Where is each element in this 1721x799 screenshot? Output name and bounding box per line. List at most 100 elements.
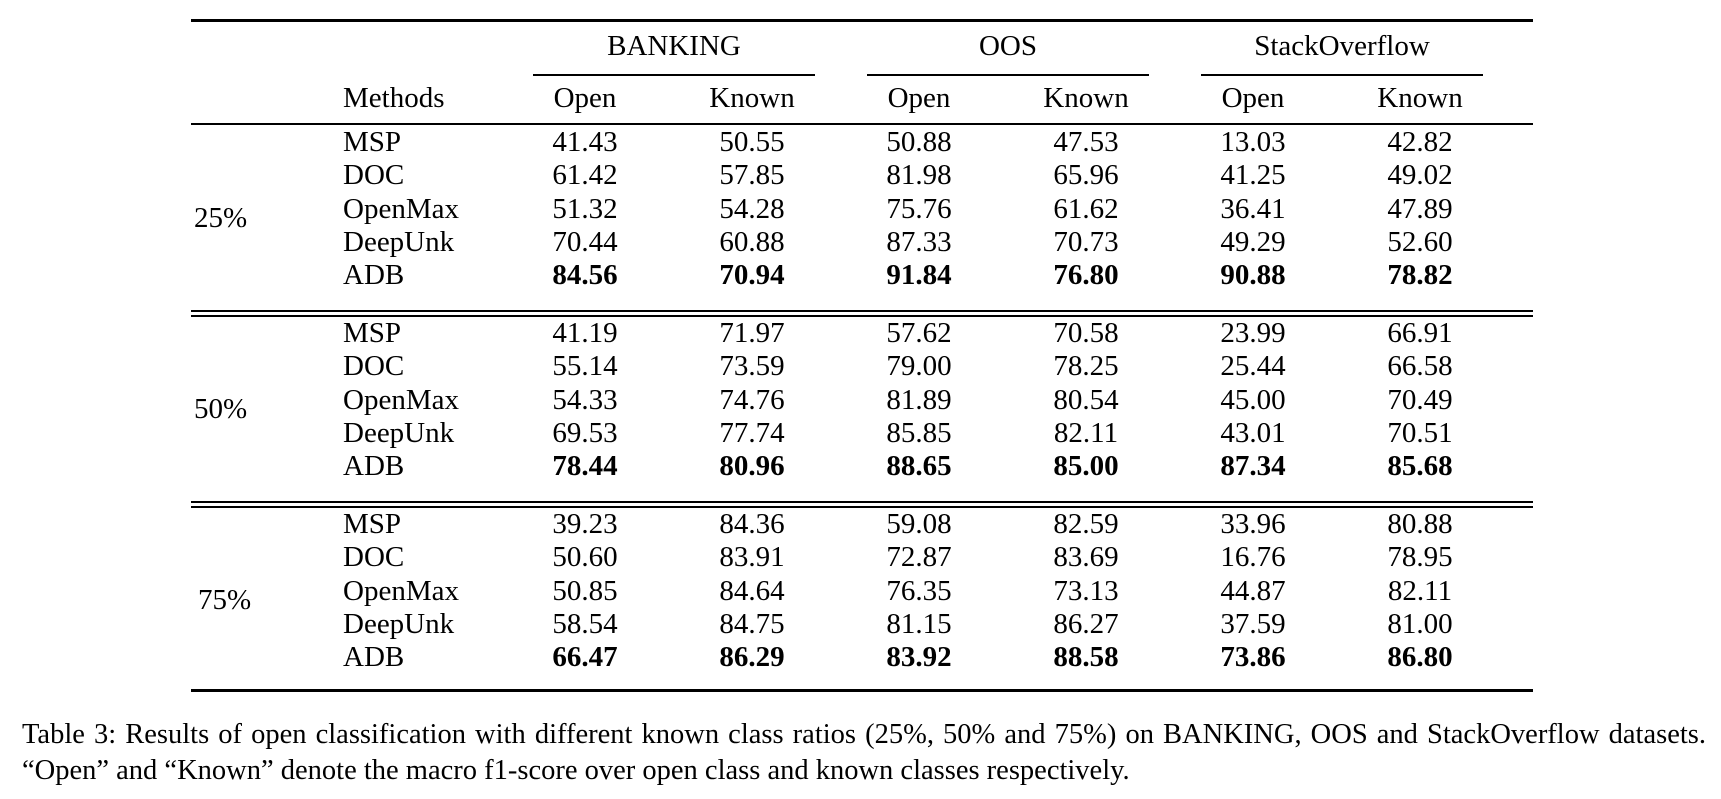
score-cell: 76.35: [886, 574, 952, 607]
method-name: DeepUnk: [343, 225, 455, 258]
method-name: OpenMax: [343, 192, 459, 225]
score-cell: 47.53: [1053, 126, 1119, 158]
score-cell: 73.59: [719, 350, 785, 383]
score-cell: 86.27: [1053, 607, 1119, 640]
score-cell: 55.14: [552, 350, 618, 383]
method-name: DOC: [343, 541, 405, 574]
score-cell: 41.19: [552, 317, 618, 349]
score-cell: 87.34: [1220, 450, 1286, 483]
score-cell: 86.29: [719, 641, 785, 674]
method-name: DOC: [343, 350, 405, 383]
dataset-header-stackoverflow: StackOverflow: [1254, 30, 1430, 62]
score-cell: 16.76: [1220, 541, 1286, 574]
ratio-label: 50%: [194, 392, 248, 425]
score-cell: 85.00: [1053, 450, 1119, 483]
score-cell: 78.95: [1387, 541, 1453, 574]
group-separator-rule: [191, 501, 1533, 503]
method-name: ADB: [343, 641, 405, 674]
score-cell: 90.88: [1220, 259, 1286, 292]
score-cell: 59.08: [886, 508, 952, 540]
method-name: DeepUnk: [343, 416, 455, 449]
score-cell: 83.91: [719, 541, 785, 574]
score-cell: 82.11: [1387, 574, 1453, 607]
dataset-header-banking: BANKING: [607, 30, 741, 62]
table-caption: Table 3: Results of open classification …: [22, 719, 1706, 786]
score-cell: 82.11: [1053, 416, 1119, 449]
group-separator-rule: [191, 315, 1533, 317]
group-separator-rule: [191, 506, 1533, 508]
score-cell: 13.03: [1220, 126, 1286, 158]
score-cell: 44.87: [1220, 574, 1286, 607]
score-cell: 61.62: [1053, 192, 1119, 225]
score-cell: 47.89: [1387, 192, 1453, 225]
score-cell: 43.01: [1220, 416, 1286, 449]
score-cell: 70.94: [719, 259, 785, 292]
score-cell: 23.99: [1220, 317, 1286, 349]
score-cell: 75.76: [886, 192, 952, 225]
score-cell: 80.88: [1387, 508, 1453, 540]
score-cell: 51.32: [552, 192, 618, 225]
score-cell: 42.82: [1387, 126, 1453, 158]
subheader-known: Known: [1377, 82, 1463, 114]
score-cell: 81.98: [886, 159, 952, 192]
method-name: OpenMax: [343, 574, 459, 607]
method-name: ADB: [343, 450, 405, 483]
score-cell: 60.88: [719, 225, 785, 258]
score-cell: 70.44: [552, 225, 618, 258]
score-cell: 80.54: [1053, 383, 1119, 416]
score-cell: 81.15: [886, 607, 952, 640]
score-cell: 41.25: [1220, 159, 1286, 192]
methods-header: Methods: [343, 82, 445, 114]
subheader-open: Open: [1221, 82, 1285, 114]
score-cell: 66.47: [552, 641, 618, 674]
score-cell: 84.36: [719, 508, 785, 540]
score-cell: 70.51: [1387, 416, 1453, 449]
method-name: ADB: [343, 259, 405, 292]
score-cell: 66.58: [1387, 350, 1453, 383]
score-cell: 85.85: [886, 416, 952, 449]
score-cell: 91.84: [886, 259, 952, 292]
score-cell: 86.80: [1387, 641, 1453, 674]
score-cell: 78.25: [1053, 350, 1119, 383]
score-cell: 72.87: [886, 541, 952, 574]
score-cell: 73.13: [1053, 574, 1119, 607]
method-name: DeepUnk: [343, 607, 455, 640]
score-cell: 65.96: [1053, 159, 1119, 192]
score-cell: 88.58: [1053, 641, 1119, 674]
score-cell: 70.58: [1053, 317, 1119, 349]
score-cell: 36.41: [1220, 192, 1286, 225]
method-name: MSP: [343, 317, 402, 349]
score-cell: 84.56: [552, 259, 618, 292]
score-cell: 73.86: [1220, 641, 1286, 674]
score-cell: 77.74: [719, 416, 785, 449]
score-cell: 58.54: [552, 607, 618, 640]
score-cell: 50.55: [719, 126, 785, 158]
method-name: OpenMax: [343, 383, 459, 416]
score-cell: 79.00: [886, 350, 952, 383]
score-cell: 83.92: [886, 641, 952, 674]
score-cell: 81.00: [1387, 607, 1453, 640]
subheader-known: Known: [709, 82, 795, 114]
score-cell: 83.69: [1053, 541, 1119, 574]
header-rule: [191, 123, 1533, 125]
score-cell: 74.76: [719, 383, 785, 416]
group-separator-rule: [191, 310, 1533, 312]
score-cell: 37.59: [1220, 607, 1286, 640]
score-cell: 61.42: [552, 159, 618, 192]
score-cell: 71.97: [719, 317, 785, 349]
score-cell: 49.29: [1220, 225, 1286, 258]
score-cell: 45.00: [1220, 383, 1286, 416]
score-cell: 50.88: [886, 126, 952, 158]
score-cell: 70.73: [1053, 225, 1119, 258]
stackoverflow-cmidrule: [1201, 74, 1483, 76]
score-cell: 76.80: [1053, 259, 1119, 292]
score-cell: 81.89: [886, 383, 952, 416]
score-cell: 82.59: [1053, 508, 1119, 540]
score-cell: 54.28: [719, 192, 785, 225]
score-cell: 50.85: [552, 574, 618, 607]
score-cell: 50.60: [552, 541, 618, 574]
subheader-open: Open: [887, 82, 951, 114]
score-cell: 41.43: [552, 126, 618, 158]
score-cell: 84.64: [719, 574, 785, 607]
score-cell: 88.65: [886, 450, 952, 483]
